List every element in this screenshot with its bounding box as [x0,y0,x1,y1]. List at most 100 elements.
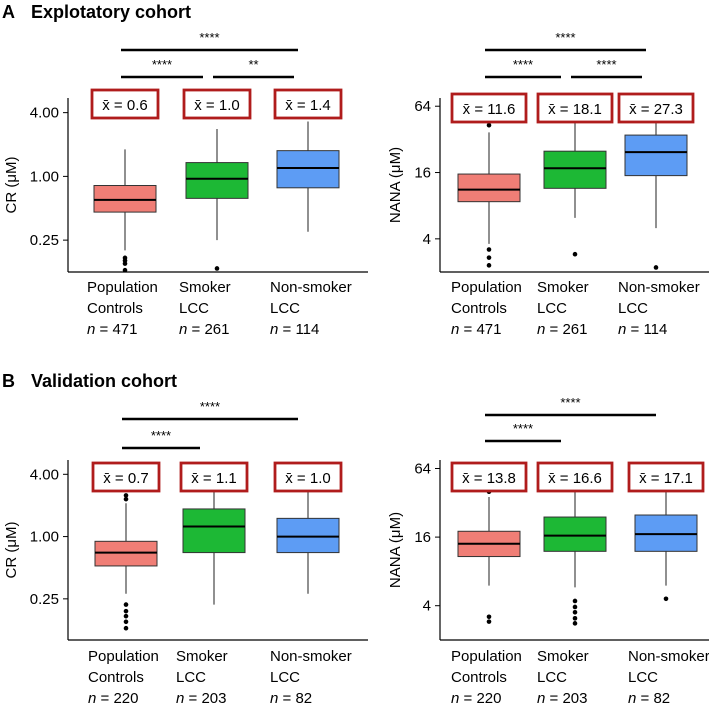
y-tick-label: 0.25 [30,591,59,608]
outlier-point [572,604,578,610]
box-group-nonsmoker: x̄ = 1.4 Non-smoker LCC n = 114 [270,88,352,338]
category-label-line2: LCC [270,669,300,686]
sample-size-symbol: n [176,690,184,706]
outlier-point [486,619,492,624]
box [182,508,246,554]
outlier-point [123,608,129,614]
sample-size-value: = 261 [187,321,229,338]
significance-label: **** [152,57,172,72]
mean-label: x̄ = 16.6 [548,470,602,487]
significance-label: ** [248,57,258,72]
significance-label: **** [555,30,575,45]
category-label-line1: Non-smoker [270,648,352,665]
mean-label: x̄ = 0.7 [103,470,148,487]
mean-label: x̄ = 18.1 [548,101,602,118]
sample-size-value: = 203 [184,690,226,706]
outlier-point [486,263,492,268]
outlier-point [572,616,578,621]
chart-panel-A-NANA: 4 16 64 NANA (μM) **** **** **** x̄ = 11.6 Popul… [387,30,709,338]
sample-size-label: n = 203 [537,690,587,706]
sample-size-label: n = 471 [87,321,137,338]
mean-label: x̄ = 11.6 [463,101,516,118]
sample-size-label: n = 220 [451,690,501,706]
box-group-smoker: x̄ = 1.0 Smoker LCC n = 261 [179,88,252,338]
significance-label: **** [151,428,171,443]
box [93,185,157,213]
category-label-line1: Non-smoker [270,279,352,296]
outlier-point [572,251,578,257]
chart-panel-B-NANA: 4 16 64 NANA (μM) **** **** x̄ = 13.8 Populatio… [387,395,709,706]
sample-size-symbol: n [270,690,278,706]
y-tick-label: 16 [414,165,431,182]
category-label-line2: Controls [88,669,144,686]
outlier-point [123,613,129,619]
y-tick-label: 1.00 [30,529,59,546]
sample-size-symbol: n [628,690,636,706]
sample-size-value: = 82 [278,690,312,706]
y-axis-label: NANA (μM) [387,147,404,223]
sample-size-value: = 471 [459,321,501,338]
outlier-point [123,493,129,498]
sample-size-value: = 203 [545,690,587,706]
y-tick-label: 1.00 [30,168,59,185]
category-label-line1: Population [451,279,522,296]
box-group-nonsmoker: x̄ = 27.3 Non-smoker LCC n = 114 [617,92,700,338]
outlier-point [486,247,492,252]
mean-label: x̄ = 0.6 [102,97,147,114]
sample-size-label: n = 114 [618,321,667,338]
y-tick-label: 4 [423,231,431,248]
y-axis-label: NANA (μM) [387,512,404,588]
category-label-line1: Non-smoker [618,279,700,296]
sample-size-label: n = 82 [270,690,312,706]
mean-label-box [273,461,343,493]
y-axis-label: CR (μM) [3,522,20,579]
significance-label: **** [200,399,220,414]
y-axis-label: CR (μM) [3,157,20,214]
outlier-point [572,610,578,615]
box-group-population: x̄ = 11.6 Population Controls n = 471 [450,92,528,338]
category-label-line1: Smoker [176,648,228,665]
section-a-title: Explotatory cohort [31,2,191,22]
sample-size-label: n = 471 [451,321,501,338]
mean-label: x̄ = 17.1 [639,470,693,487]
section-b-letter: B [2,371,15,391]
significance-label: **** [596,57,616,72]
outlier-point [123,625,129,631]
box [543,150,607,189]
box-group-smoker: x̄ = 1.1 Smoker LCC n = 203 [176,461,249,706]
mean-label-box [91,461,161,493]
outlier-point [663,596,669,602]
sample-size-symbol: n [451,321,459,338]
sample-size-label: n = 82 [628,690,670,706]
mean-label-box [627,461,705,493]
sample-size-label: n = 261 [179,321,229,338]
category-label-line2: Controls [87,300,143,317]
sample-size-symbol: n [537,690,545,706]
sample-size-symbol: n [270,321,278,338]
section-b-title: Validation cohort [31,371,177,391]
category-label-line1: Non-smoker [628,648,709,665]
y-tick-label: 64 [414,98,431,115]
category-label-line2: LCC [537,300,567,317]
category-label-line2: Controls [451,669,507,686]
outlier-point [123,496,129,502]
sample-size-symbol: n [88,690,96,706]
sample-size-symbol: n [451,690,459,706]
box-group-smoker: x̄ = 18.1 Smoker LCC n = 261 [536,92,614,338]
mean-label-box [182,88,252,120]
category-label-line2: LCC [270,300,300,317]
outlier-point [214,266,220,271]
box [624,134,688,177]
y-tick-label: 64 [414,461,431,478]
box [457,173,521,203]
mean-label: x̄ = 1.0 [194,97,239,114]
mean-label-box [536,92,614,124]
outlier-point [123,602,129,607]
mean-label: x̄ = 1.0 [285,470,330,487]
mean-label-box [273,88,343,120]
category-label-line2: LCC [179,300,209,317]
sample-size-symbol: n [179,321,187,338]
y-tick-label: 16 [414,529,431,546]
